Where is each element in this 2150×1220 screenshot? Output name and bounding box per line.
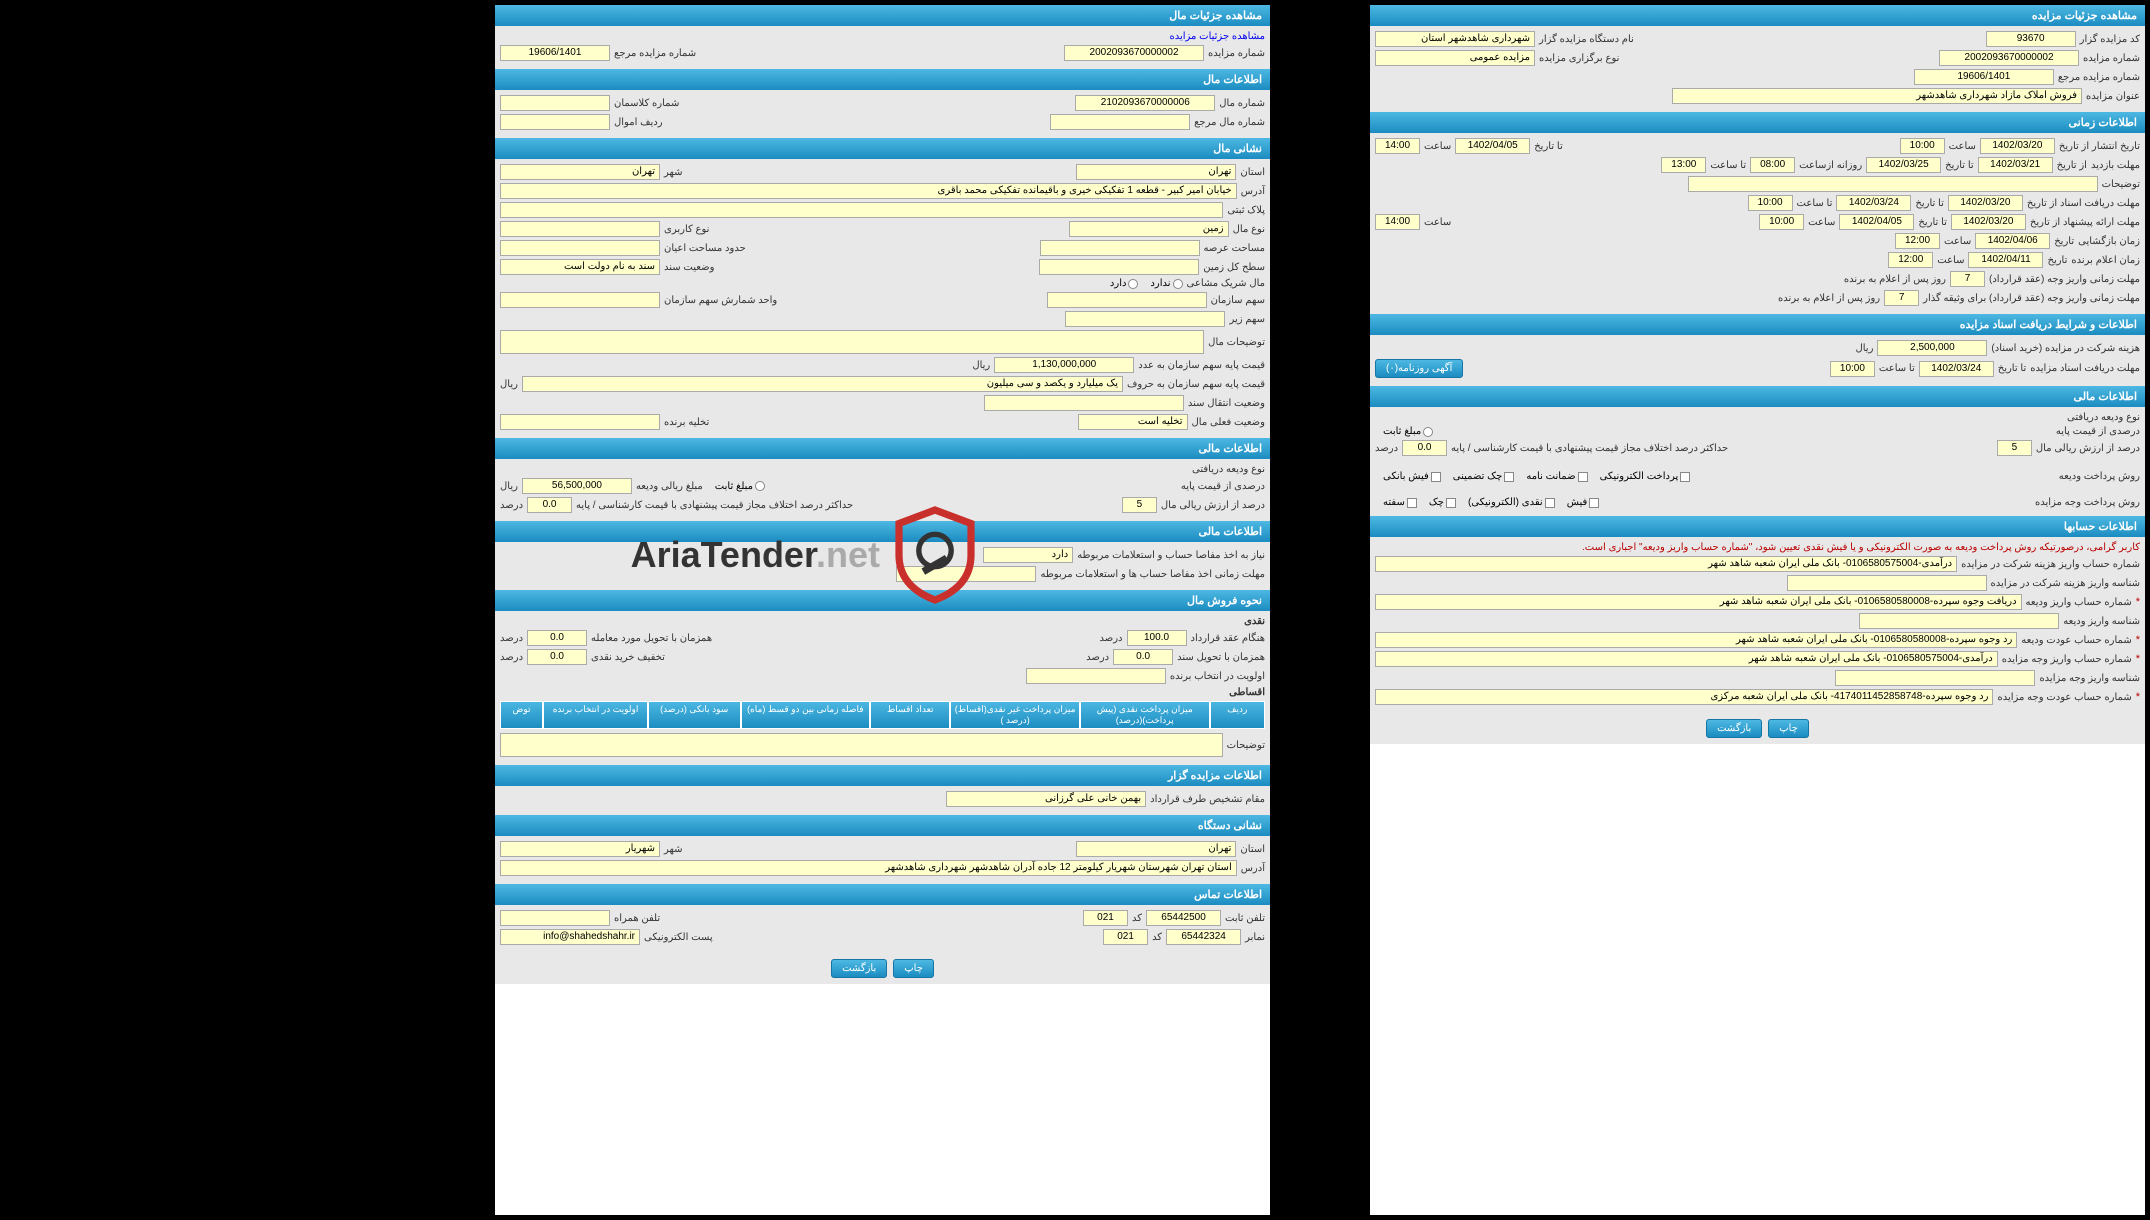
hdr-prop: مشاهده جزئیات مال — [495, 5, 1270, 26]
hdr-prop-info: اطلاعات مال — [495, 69, 1270, 90]
lbl-type: نوع برگزاری مزایده — [1539, 53, 1619, 64]
lbl-num: شماره مزایده — [2083, 53, 2140, 64]
radio-fixed[interactable]: مبلغ ثابت — [1383, 426, 1433, 437]
btn-print-l[interactable]: چاپ — [893, 959, 934, 978]
note-user: کاربر گرامی، درصورتیکه روش پرداخت ودیعه … — [1582, 542, 2140, 553]
watermark-logo: AriaTender.net — [580, 480, 980, 630]
logo-text: AriaTender.net — [631, 534, 880, 576]
val-type: مزایده عمومی — [1375, 50, 1535, 66]
hdr-org: اطلاعات مزایده گزار — [495, 765, 1270, 786]
btn-news[interactable]: آگهی روزنامه(۰) — [1375, 359, 1463, 378]
lbl-ref: شماره مزایده مرجع — [2058, 72, 2140, 83]
val-org: شهرداری شاهدشهر استان — [1375, 31, 1535, 47]
hdr-financial-l: اطلاعات مالی — [495, 438, 1270, 459]
val-ref: 19606/1401 — [1914, 69, 2054, 85]
lbl-visit: مهلت بازدید — [2091, 160, 2140, 171]
hdr-auction-details: مشاهده جزئیات مزایده — [1370, 5, 2145, 26]
lbl-code: کد مزایده گزار — [2080, 34, 2140, 45]
hdr-time: اطلاعات زمانی — [1370, 112, 2145, 133]
lbl-pub-from: تاریخ انتشار از تاریخ — [2059, 141, 2140, 152]
val-pub-from: 1402/03/20 — [1980, 138, 2055, 154]
hdr-addr-org: نشانی دستگاه — [495, 815, 1270, 836]
auction-details-panel: مشاهده جزئیات مزایده کد مزایده گزار 9367… — [1370, 5, 2145, 1215]
link-auction[interactable]: مشاهده جزئیات مزایده — [1169, 31, 1265, 42]
btn-back-r[interactable]: بازگشت — [1706, 719, 1762, 738]
lbl-org: نام دستگاه مزایده گزار — [1539, 34, 1634, 45]
hdr-financial: اطلاعات مالی — [1370, 386, 2145, 407]
installment-table-header: ردیف میزان پرداخت نقدی (پیش پرداخت)(درصد… — [500, 701, 1265, 729]
lbl-title: عنوان مزایده — [2086, 91, 2140, 102]
hdr-accounts: اطلاعات حسابها — [1370, 516, 2145, 537]
val-num: 2002093670000002 — [1939, 50, 2079, 66]
val-desc — [1688, 176, 2098, 192]
hdr-addr-prop: نشانی مال — [495, 138, 1270, 159]
val-code: 93670 — [1986, 31, 2076, 47]
hdr-doc-info: اطلاعات و شرایط دریافت اسناد مزایده — [1370, 314, 2145, 335]
hdr-contact: اطلاعات تماس — [495, 884, 1270, 905]
btn-print-r[interactable]: چاپ — [1768, 719, 1809, 738]
shield-icon — [890, 505, 980, 605]
btn-back-l[interactable]: بازگشت — [831, 959, 887, 978]
val-title: فروش املاک مازاد شهرداری شاهدشهر — [1672, 88, 2082, 104]
